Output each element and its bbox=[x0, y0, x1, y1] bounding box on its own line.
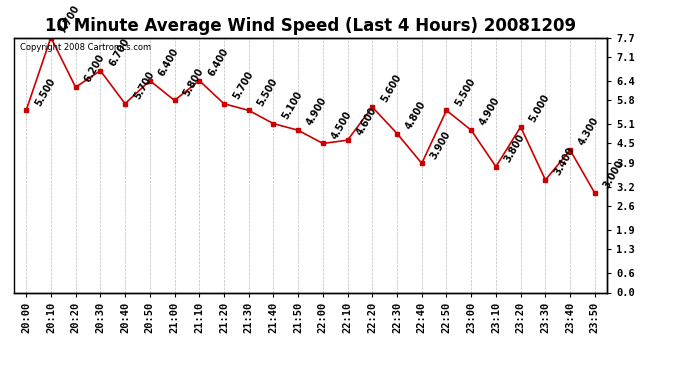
Text: 4.600: 4.600 bbox=[355, 106, 379, 137]
Text: 4.300: 4.300 bbox=[577, 116, 601, 147]
Text: 3.000: 3.000 bbox=[602, 159, 626, 190]
Text: 6.200: 6.200 bbox=[83, 53, 106, 84]
Text: 5.600: 5.600 bbox=[380, 73, 403, 104]
Text: 4.900: 4.900 bbox=[305, 96, 329, 128]
Text: 5.500: 5.500 bbox=[255, 76, 279, 108]
Text: 3.800: 3.800 bbox=[503, 132, 527, 164]
Text: Copyright 2008 Cartronics.com: Copyright 2008 Cartronics.com bbox=[20, 43, 151, 52]
Text: 5.500: 5.500 bbox=[33, 76, 57, 108]
Title: 10 Minute Average Wind Speed (Last 4 Hours) 20081209: 10 Minute Average Wind Speed (Last 4 Hou… bbox=[45, 16, 576, 34]
Text: 5.700: 5.700 bbox=[132, 69, 156, 101]
Text: 5.700: 5.700 bbox=[231, 69, 255, 101]
Text: 6.400: 6.400 bbox=[157, 46, 181, 78]
Text: 6.400: 6.400 bbox=[206, 46, 230, 78]
Text: 4.800: 4.800 bbox=[404, 99, 428, 131]
Text: 3.900: 3.900 bbox=[428, 129, 453, 160]
Text: 5.800: 5.800 bbox=[181, 66, 206, 98]
Text: 6.700: 6.700 bbox=[107, 36, 131, 68]
Text: 5.500: 5.500 bbox=[453, 76, 477, 108]
Text: 5.000: 5.000 bbox=[528, 93, 551, 124]
Text: 4.500: 4.500 bbox=[330, 109, 354, 141]
Text: 5.100: 5.100 bbox=[280, 89, 304, 121]
Text: 7.700: 7.700 bbox=[58, 3, 82, 35]
Text: 3.400: 3.400 bbox=[552, 146, 576, 177]
Text: 4.900: 4.900 bbox=[478, 96, 502, 128]
